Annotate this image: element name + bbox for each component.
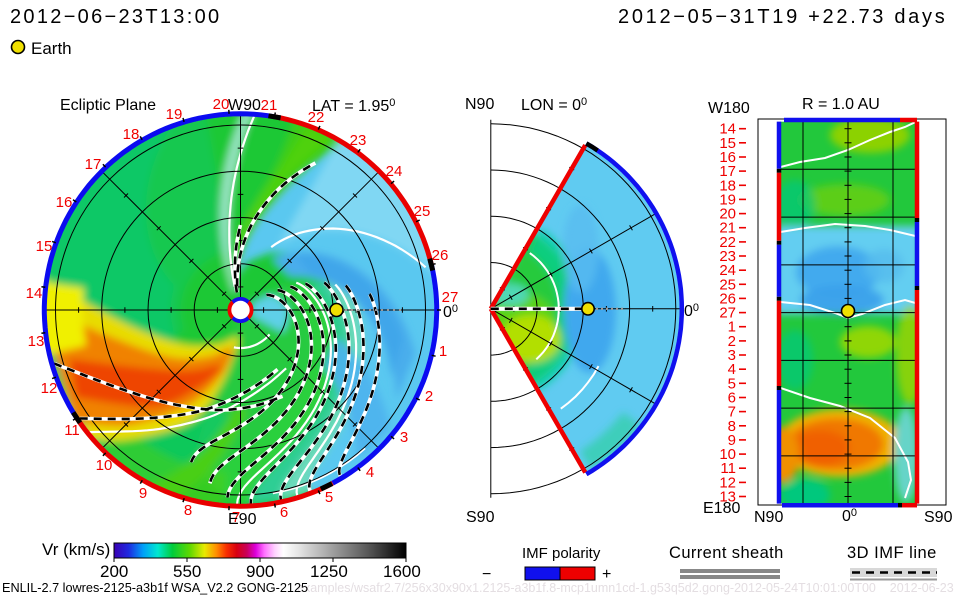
svg-text:18: 18 — [123, 126, 140, 143]
svg-text:19: 19 — [166, 106, 183, 123]
svg-text:26: 26 — [432, 247, 449, 264]
svg-text:5: 5 — [325, 489, 333, 506]
svg-text:18: 18 — [719, 177, 736, 194]
svg-text:25: 25 — [414, 203, 431, 220]
svg-text:15: 15 — [719, 135, 736, 152]
svg-text:17: 17 — [719, 163, 736, 180]
svg-text:14: 14 — [26, 285, 43, 302]
svg-text:15: 15 — [36, 238, 53, 255]
svg-text:27: 27 — [442, 289, 459, 306]
svg-text:1: 1 — [439, 343, 447, 360]
svg-text:2: 2 — [425, 388, 433, 405]
svg-text:11: 11 — [720, 460, 736, 477]
svg-text:9: 9 — [728, 432, 736, 449]
svg-text:3: 3 — [400, 429, 408, 446]
svg-text:21: 21 — [719, 220, 736, 237]
svg-text:1: 1 — [728, 319, 736, 336]
svg-text:22: 22 — [719, 234, 736, 251]
svg-text:16: 16 — [719, 149, 736, 166]
svg-text:13: 13 — [719, 489, 736, 506]
svg-text:14: 14 — [719, 121, 736, 138]
svg-text:27: 27 — [719, 305, 736, 322]
svg-text:19: 19 — [719, 191, 736, 208]
svg-text:4: 4 — [728, 361, 736, 378]
svg-text:8: 8 — [728, 418, 736, 435]
svg-text:6: 6 — [728, 390, 736, 407]
svg-text:25: 25 — [719, 276, 736, 293]
svg-text:23: 23 — [719, 248, 736, 265]
svg-text:10: 10 — [719, 446, 736, 463]
svg-text:3: 3 — [728, 347, 736, 364]
svg-text:6: 6 — [280, 504, 288, 521]
svg-text:12: 12 — [41, 380, 58, 397]
svg-text:12: 12 — [719, 474, 736, 491]
svg-text:7: 7 — [728, 404, 736, 421]
svg-text:11: 11 — [64, 422, 80, 439]
svg-text:9: 9 — [139, 485, 147, 502]
svg-text:8: 8 — [184, 502, 192, 519]
svg-text:7: 7 — [232, 509, 240, 526]
svg-text:22: 22 — [308, 109, 325, 126]
svg-text:10: 10 — [96, 457, 113, 474]
svg-text:26: 26 — [719, 290, 736, 307]
svg-text:20: 20 — [213, 96, 230, 113]
svg-text:23: 23 — [350, 132, 367, 149]
svg-text:21: 21 — [261, 97, 278, 114]
svg-text:20: 20 — [719, 206, 736, 223]
svg-text:5: 5 — [728, 375, 736, 392]
svg-text:2: 2 — [728, 333, 736, 350]
svg-text:24: 24 — [719, 262, 736, 279]
svg-text:4: 4 — [366, 464, 374, 481]
svg-text:17: 17 — [85, 156, 102, 173]
svg-text:24: 24 — [386, 163, 403, 180]
svg-text:16: 16 — [56, 194, 73, 211]
svg-text:13: 13 — [28, 333, 45, 350]
